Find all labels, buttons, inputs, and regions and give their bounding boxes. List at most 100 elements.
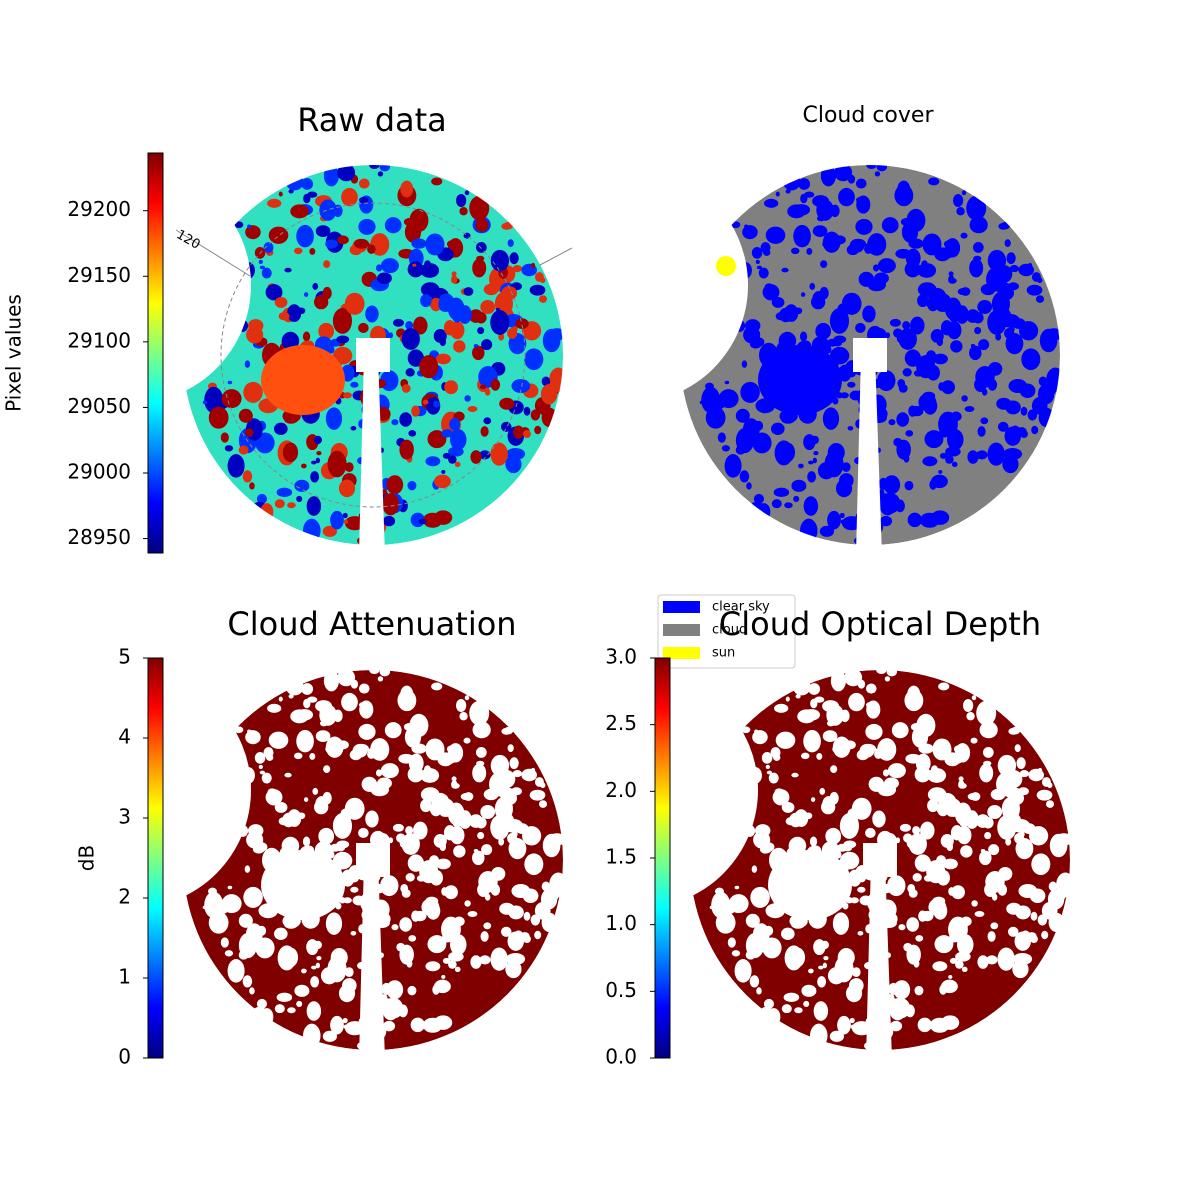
image-blob <box>979 763 994 783</box>
image-blob <box>850 1024 856 1029</box>
image-blob <box>422 399 429 405</box>
image-blob <box>775 191 780 197</box>
image-blob <box>238 445 249 455</box>
image-blob <box>1031 425 1039 435</box>
image-blob <box>1021 348 1041 371</box>
image-blob <box>261 850 345 920</box>
image-blob <box>1018 883 1038 899</box>
image-blob <box>425 233 445 256</box>
image-blob <box>386 980 404 1000</box>
image-blob <box>789 947 806 968</box>
image-blob <box>1016 757 1026 770</box>
image-blob <box>220 432 229 443</box>
image-blob <box>201 338 217 356</box>
image-blob <box>242 975 253 988</box>
image-blob <box>434 979 451 994</box>
image-blob <box>341 187 358 207</box>
colorbar-tick-label: 3 <box>118 805 131 829</box>
image-blob <box>361 1001 374 1011</box>
image-blob <box>807 471 817 483</box>
image-blob <box>938 429 950 438</box>
image-blob <box>746 482 752 490</box>
image-blob <box>1038 376 1048 387</box>
image-blob <box>501 222 512 230</box>
image-blob <box>932 353 948 365</box>
image-blob <box>327 450 347 478</box>
image-blob <box>379 447 384 453</box>
image-blob <box>977 426 986 437</box>
sky-image <box>690 666 1075 1052</box>
image-blob <box>844 668 863 687</box>
image-blob <box>375 406 391 421</box>
image-blob <box>867 892 883 912</box>
image-blob <box>874 171 881 177</box>
image-blob <box>987 931 996 942</box>
image-blob <box>323 260 331 269</box>
image-blob <box>382 998 400 1021</box>
image-blob <box>729 226 734 232</box>
image-blob <box>330 510 344 530</box>
image-blob <box>702 790 712 797</box>
image-blob <box>797 709 816 724</box>
image-blob <box>768 772 779 784</box>
image-blob <box>263 747 274 759</box>
image-blob <box>901 221 919 243</box>
image-blob <box>287 502 296 509</box>
image-blob <box>860 426 876 448</box>
image-blob <box>784 502 793 509</box>
legend-swatch <box>663 647 700 659</box>
image-blob <box>423 765 432 775</box>
image-blob <box>404 726 422 748</box>
image-blob <box>728 894 749 914</box>
image-blob <box>982 746 994 758</box>
image-blob <box>1049 833 1068 858</box>
image-blob <box>234 726 244 734</box>
image-blob <box>820 799 836 815</box>
image-blob <box>810 797 816 802</box>
image-blob <box>988 844 1000 856</box>
image-blob <box>948 934 960 943</box>
image-blob <box>490 378 501 391</box>
image-blob <box>255 432 275 454</box>
image-blob <box>918 910 927 922</box>
image-blob <box>473 344 479 348</box>
image-blob <box>917 294 929 308</box>
image-blob <box>419 355 439 379</box>
image-blob <box>274 801 288 813</box>
image-blob <box>399 917 413 932</box>
image-blob <box>512 770 522 778</box>
image-blob <box>841 516 862 531</box>
image-blob <box>337 740 349 750</box>
image-blob <box>350 886 359 893</box>
image-blob <box>841 462 851 472</box>
image-blob <box>882 769 890 777</box>
image-blob <box>454 461 461 468</box>
image-blob <box>479 450 491 460</box>
image-blob <box>925 1023 934 1030</box>
image-blob <box>422 904 429 910</box>
image-blob <box>855 178 867 189</box>
image-blob <box>834 955 854 983</box>
image-blob <box>851 1021 872 1036</box>
image-blob <box>778 331 797 351</box>
image-blob <box>524 348 544 371</box>
image-blob <box>748 916 756 926</box>
image-blob <box>425 456 441 467</box>
image-blob <box>849 1017 855 1024</box>
image-blob <box>217 734 237 759</box>
image-blob <box>208 406 229 429</box>
image-blob <box>256 493 268 504</box>
image-blob <box>879 515 893 527</box>
image-blob <box>859 512 871 522</box>
image-blob <box>241 411 249 421</box>
image-blob <box>242 470 253 483</box>
image-blob <box>476 255 485 262</box>
image-blob <box>809 836 818 847</box>
image-blob <box>407 261 424 278</box>
image-blob <box>234 221 244 229</box>
image-blob <box>301 178 314 190</box>
image-blob <box>724 801 735 810</box>
image-blob <box>718 389 739 409</box>
image-blob <box>734 885 740 890</box>
image-blob <box>877 258 896 274</box>
